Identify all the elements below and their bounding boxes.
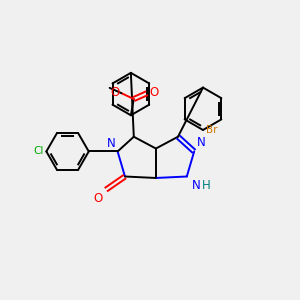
- Text: Cl: Cl: [33, 146, 44, 157]
- Text: Br: Br: [206, 125, 218, 135]
- Text: O: O: [93, 192, 102, 205]
- Text: N: N: [106, 137, 115, 150]
- Text: N: N: [192, 179, 201, 192]
- Text: O: O: [110, 86, 119, 99]
- Text: N: N: [196, 136, 205, 149]
- Text: O: O: [149, 86, 158, 99]
- Text: H: H: [202, 179, 210, 192]
